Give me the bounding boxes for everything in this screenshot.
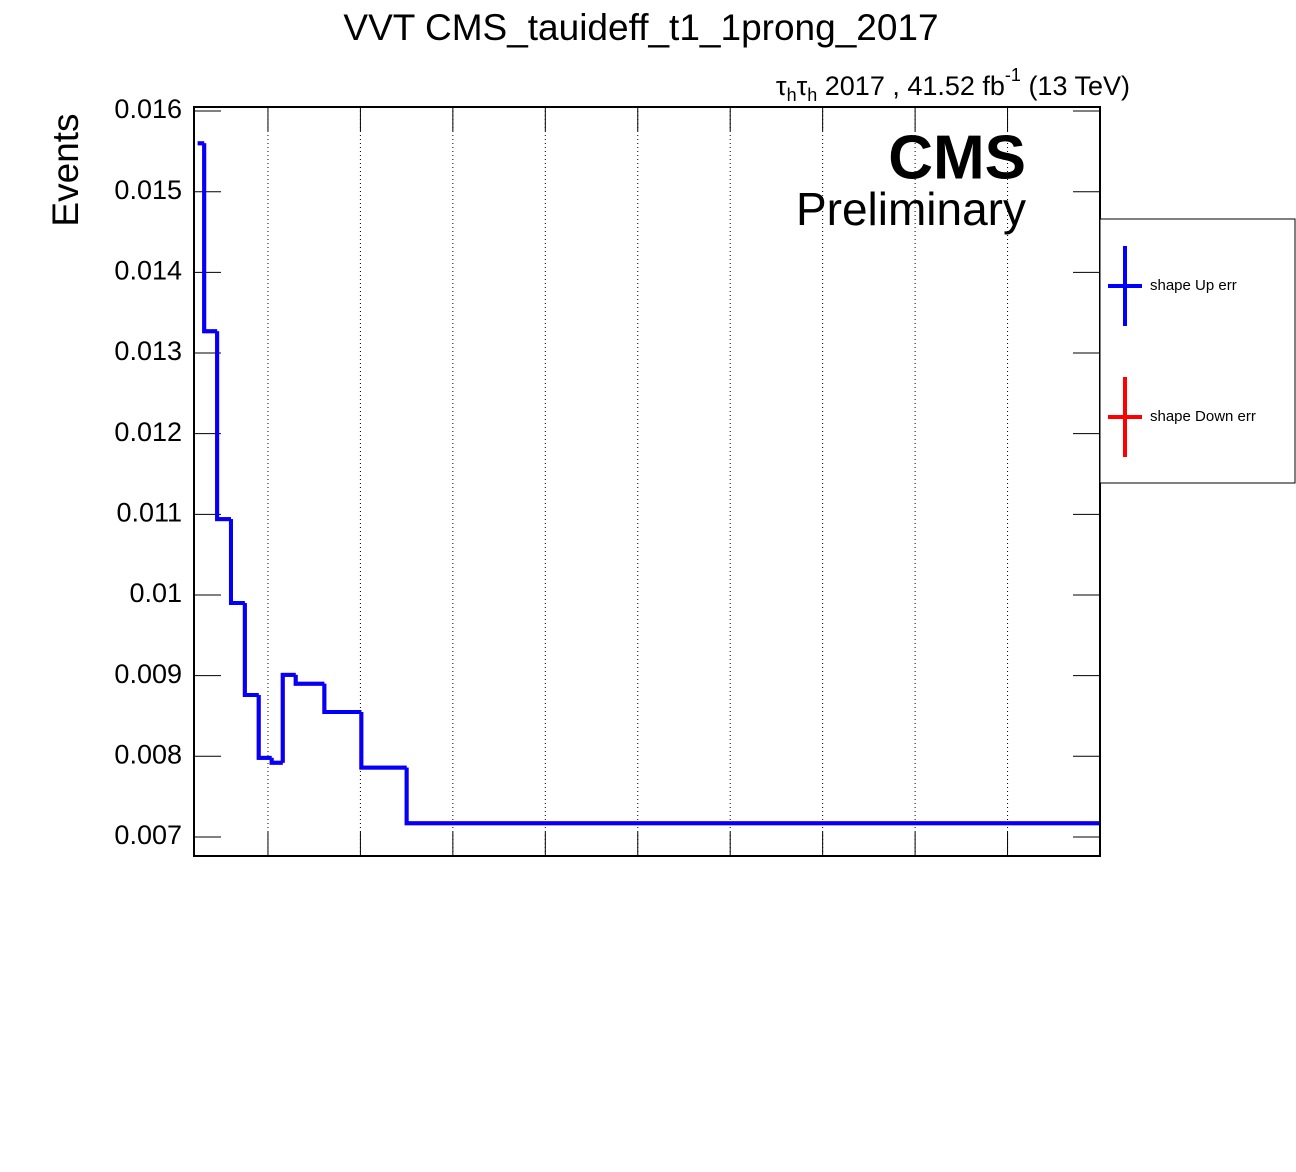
histogram-bin	[404, 767, 1100, 826]
y-tick-label: 0.009	[114, 659, 182, 689]
lumi-part: 2017 , 41.52 fb	[817, 71, 1005, 101]
lumi-part: -1	[1005, 65, 1021, 85]
lumi-part: h	[807, 85, 817, 105]
lumi-part: τ	[776, 71, 787, 101]
y-tick-label: 0.011	[116, 497, 182, 527]
y-tick-label: 0.01	[129, 578, 182, 608]
y-tick-label: 0.008	[114, 739, 182, 769]
lumi-part: h	[787, 85, 797, 105]
histogram-bin	[228, 519, 245, 606]
legend-box	[1099, 218, 1296, 484]
lumi-part: τ	[797, 71, 808, 101]
y-tick-label: 0.014	[114, 255, 182, 285]
histogram-bin	[280, 672, 296, 763]
y-tick-label: 0.007	[114, 820, 182, 850]
y-tick-label: 0.015	[114, 175, 182, 205]
chart-title: VVT CMS_tauideff_t1_1prong_2017	[343, 7, 938, 48]
histogram-bin	[269, 757, 283, 765]
histogram-bin	[202, 143, 218, 334]
histogram-bin	[322, 683, 362, 714]
lumi-part: (13 TeV)	[1021, 71, 1130, 101]
legend: shape Up err shape Down err	[1108, 246, 1256, 457]
histogram-bin	[359, 711, 407, 770]
histogram-bin	[293, 674, 325, 686]
legend-label: shape Down err	[1150, 408, 1256, 425]
histogram-bin	[242, 603, 259, 698]
y-tick-label: 0.016	[114, 94, 182, 124]
legend-label: shape Up err	[1150, 277, 1237, 294]
lumi-label: τhτh 2017 , 41.52 fb-1 (13 TeV)	[776, 65, 1130, 105]
cms-label: CMS	[888, 123, 1026, 192]
y-axis-label: Events	[45, 113, 86, 226]
plot-area: 0.007 0.008 0.009 0.01 0.011 0.012 0.013 0.014 0…	[114, 94, 1101, 857]
histogram-bin	[256, 695, 272, 760]
cms-sublabel: Preliminary	[796, 183, 1026, 235]
y-tick-label: 0.012	[114, 417, 182, 447]
y-tick-label: 0.013	[114, 336, 182, 366]
histogram-bin	[215, 331, 231, 522]
